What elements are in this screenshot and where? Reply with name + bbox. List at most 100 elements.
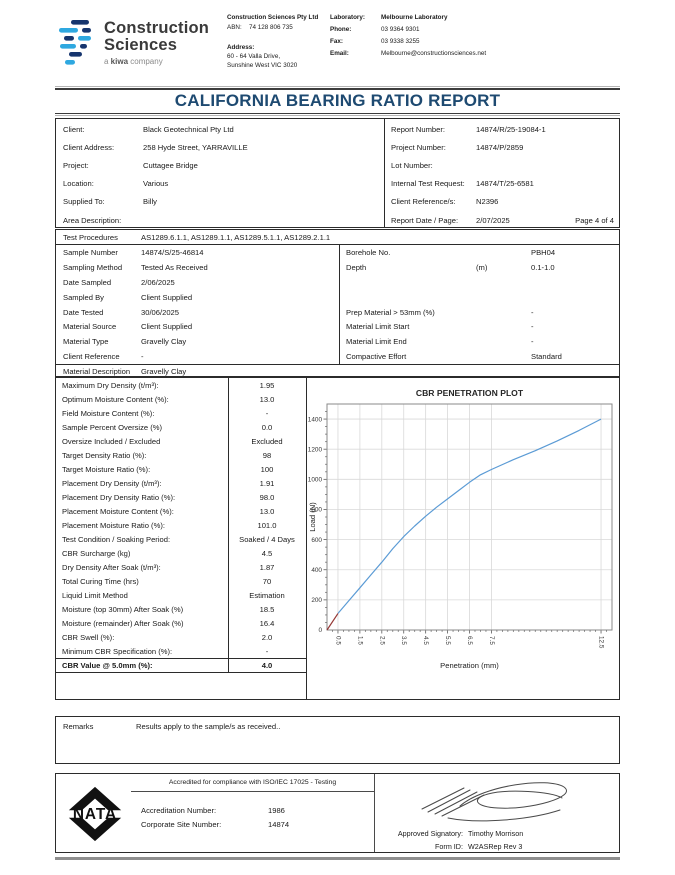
- material-description-value: Gravelly Clay: [141, 367, 187, 376]
- lot-number-label: Lot Number:: [391, 160, 433, 170]
- tagline-kiwa: kiwa: [110, 57, 129, 66]
- result-label: CBR Value @ 5.0mm (%):: [62, 661, 153, 670]
- nata-logo-icon: NATA: [64, 785, 126, 843]
- result-value: Estimation: [249, 590, 285, 600]
- report-number-value: 14874/R/25-19084-1: [476, 124, 546, 134]
- svg-text:1.5: 1.5: [356, 636, 363, 645]
- svg-text:0.5: 0.5: [334, 636, 341, 645]
- borehole-value: PBH04: [531, 247, 556, 257]
- table-row: Total Curing Time (hrs) 70: [56, 574, 306, 588]
- laboratory-value: Melbourne Laboratory: [381, 14, 448, 21]
- results-and-chart-panel: Maximum Dry Density (t/m³): 1.95 Optimum …: [55, 377, 620, 700]
- result-label: Placement Dry Density Ratio (%):: [62, 492, 176, 502]
- corporate-site-value: 14874: [268, 820, 290, 829]
- corporate-site-label: Corporate Site Number:: [141, 820, 222, 829]
- accreditation-number-label: Accreditation Number:: [141, 806, 217, 815]
- result-label: Sample Percent Oversize (%): [62, 422, 163, 432]
- table-row: Date Sampled 2/06/2025: [56, 275, 339, 290]
- compactive-effort-label: Compactive Effort: [346, 352, 407, 362]
- table-row: Report Date / Page: 2/07/2025 Page 4 of 4: [384, 211, 620, 229]
- material-limit-end-label: Material Limit End: [346, 337, 407, 347]
- svg-text:600: 600: [311, 537, 322, 544]
- company-name: Construction Sciences Pty Ltd: [227, 14, 319, 21]
- report-date-value: 2/07/2025: [476, 215, 510, 225]
- report-date-label: Report Date / Page:: [391, 215, 459, 225]
- brand-name-line1: Construction: [104, 19, 210, 37]
- client-address-label: Client Address:: [63, 142, 115, 152]
- table-row: Client Reference/s: N2396: [384, 193, 620, 211]
- table-row: Material Limit End -: [339, 334, 620, 349]
- result-label: CBR Swell (%):: [62, 632, 115, 642]
- result-label: Maximum Dry Density (t/m³):: [62, 380, 159, 390]
- project-number-label: Project Number:: [391, 142, 446, 152]
- remarks-text: Results apply to the sample/s as receive…: [136, 722, 281, 731]
- chart-title: CBR PENETRATION PLOT: [415, 388, 524, 398]
- construction-sciences-logo-icon: [57, 18, 99, 68]
- table-row: Field Moisture Content (%): -: [56, 406, 306, 420]
- result-label: Minimum CBR Specification (%):: [62, 646, 173, 656]
- brand-name-line2: Sciences: [104, 36, 178, 54]
- signature-image: [406, 777, 596, 823]
- abn-label: ABN:: [227, 24, 242, 31]
- phone-value: 03 9364 9301: [381, 26, 420, 33]
- page-bottom-rule: [55, 857, 620, 860]
- result-label: Optimum Moisture Content (%):: [62, 394, 169, 404]
- form-id-label: Form ID:: [435, 842, 463, 851]
- table-row: Dry Density After Soak (t/m³): 1.87: [56, 560, 306, 574]
- result-label: Field Moisture Content (%):: [62, 408, 155, 418]
- internal-test-request-label: Internal Test Request:: [391, 179, 465, 189]
- prep-material-label: Prep Material > 53mm (%): [346, 307, 435, 317]
- result-value: 98: [262, 450, 272, 460]
- result-label: Test Condition / Soaking Period:: [62, 534, 171, 544]
- client-reference-label: Client Reference/s:: [391, 197, 456, 207]
- result-label: Placement Dry Density (t/m³):: [62, 478, 162, 488]
- email-label: Email:: [330, 50, 349, 57]
- project-label: Project:: [63, 160, 89, 170]
- material-type-value: Gravelly Clay: [141, 337, 187, 347]
- brand-tagline: a kiwa company: [104, 57, 209, 66]
- result-value: 4.0: [261, 661, 273, 670]
- table-row: Oversize Included / Excluded Excluded: [56, 434, 306, 448]
- cbr-value-row: CBR Value @ 5.0mm (%): 4.0: [56, 658, 306, 672]
- project-number-value: 14874/P/2859: [476, 142, 524, 152]
- table-row: Material Source Client Supplied: [56, 319, 339, 334]
- internal-test-request-value: 14874/T/25-6581: [476, 179, 534, 189]
- table-row: Sampling Method Tested As Received: [56, 260, 339, 275]
- sampling-method-label: Sampling Method: [63, 262, 123, 272]
- result-value: Soaked / 4 Days: [239, 534, 295, 544]
- svg-text:6.5: 6.5: [466, 636, 473, 645]
- sampled-by-value: Client Supplied: [141, 292, 193, 302]
- tagline-post: company: [128, 57, 163, 66]
- table-row: Target Density Ratio (%): 98: [56, 448, 306, 462]
- sample-number-label: Sample Number: [63, 247, 118, 257]
- table-row: Compactive Effort Standard: [339, 349, 620, 364]
- result-value: 13.0: [259, 506, 275, 516]
- table-row: Test Condition / Soaking Period: Soaked /…: [56, 532, 306, 546]
- result-label: Liquid Limit Method: [62, 590, 128, 600]
- result-value: 1.95: [259, 380, 275, 390]
- table-row: Client Reference -: [56, 349, 339, 364]
- address-label: Address:: [227, 44, 255, 51]
- client-reference-value: N2396: [476, 197, 499, 207]
- svg-text:1000: 1000: [308, 477, 323, 484]
- table-row: CBR Swell (%): 2.0: [56, 630, 306, 644]
- svg-text:Penetration (mm): Penetration (mm): [440, 661, 499, 670]
- material-limit-start-label: Material Limit Start: [346, 322, 410, 332]
- table-row: Location: Various: [56, 175, 384, 193]
- result-value: 18.5: [259, 604, 275, 614]
- depth-label: Depth: [346, 262, 367, 272]
- nata-wordmark: NATA: [73, 806, 117, 823]
- result-label: Target Density Ratio (%):: [62, 450, 147, 460]
- result-label: Target Moisture Ratio (%):: [62, 464, 151, 474]
- result-value: 1.87: [259, 562, 275, 572]
- table-row: Lot Number:: [384, 156, 620, 174]
- date-tested-value: 30/06/2025: [141, 307, 180, 317]
- address-line1: 60 - 64 Valla Drive,: [227, 53, 281, 60]
- report-number-label: Report Number:: [391, 124, 446, 134]
- sampling-method-value: Tested As Received: [141, 262, 208, 272]
- table-row: Client: Black Geotechnical Pty Ltd: [56, 120, 384, 138]
- location-label: Location:: [63, 179, 94, 189]
- result-value: -: [265, 408, 269, 418]
- table-row: CBR Surcharge (kg) 4.5: [56, 546, 306, 560]
- client-reference-row-label: Client Reference: [63, 352, 120, 362]
